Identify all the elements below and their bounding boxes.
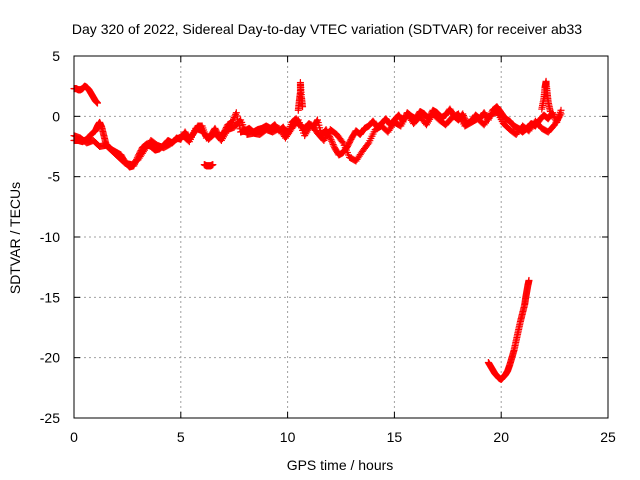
data-point-isolated-point bbox=[209, 161, 217, 169]
x-tick-label: 20 bbox=[493, 429, 509, 445]
x-tick-label: 5 bbox=[177, 429, 185, 445]
data-point-interp-main-band bbox=[232, 110, 240, 118]
data-point-low-arc bbox=[525, 276, 533, 284]
y-tick-label: -10 bbox=[40, 229, 60, 245]
data-point-interp-main-band bbox=[233, 112, 241, 120]
x-axis-title: GPS time / hours bbox=[287, 457, 394, 473]
data-point-main-band bbox=[326, 134, 334, 142]
data-point-secondary-band bbox=[557, 110, 565, 118]
data-point-spike-10.5 bbox=[299, 103, 307, 111]
y-tick-label: -20 bbox=[40, 350, 60, 366]
data-markers bbox=[70, 77, 565, 383]
axis-ticks bbox=[73, 55, 609, 419]
data-point-spike-22 bbox=[546, 108, 554, 116]
x-tick-label: 0 bbox=[70, 429, 78, 445]
tick-labels: 0 5 10 15 20 25 5 0 -5 -10 -15 -20 -25 bbox=[40, 48, 616, 445]
chart-title: Day 320 of 2022, Sidereal Day-to-day VTE… bbox=[72, 21, 582, 37]
data-point-upper-arc bbox=[93, 99, 101, 107]
data-point-main-band bbox=[232, 109, 240, 117]
data-point-interp-main-band bbox=[328, 137, 336, 145]
y-tick-label: -5 bbox=[48, 169, 61, 185]
y-tick-label: -15 bbox=[40, 289, 60, 305]
data-point-interp-main-band bbox=[329, 140, 337, 148]
data-point-interp-main-band bbox=[229, 117, 237, 125]
data-point-interp-secondary-band bbox=[338, 137, 346, 145]
y-tick-label: 5 bbox=[52, 48, 60, 64]
y-tick-label: -25 bbox=[40, 410, 60, 426]
y-axis-title: SDTVAR / TECUs bbox=[7, 182, 23, 294]
y-tick-label: 0 bbox=[52, 108, 60, 124]
x-tick-label: 10 bbox=[280, 429, 296, 445]
data-point-interp-main-band bbox=[328, 139, 336, 147]
x-tick-label: 15 bbox=[387, 429, 403, 445]
x-tick-label: 25 bbox=[600, 429, 616, 445]
data-point-interp-secondary-band bbox=[364, 140, 372, 148]
data-point-interp-main-band bbox=[313, 117, 321, 125]
data-point-interp-main-band bbox=[327, 136, 335, 144]
